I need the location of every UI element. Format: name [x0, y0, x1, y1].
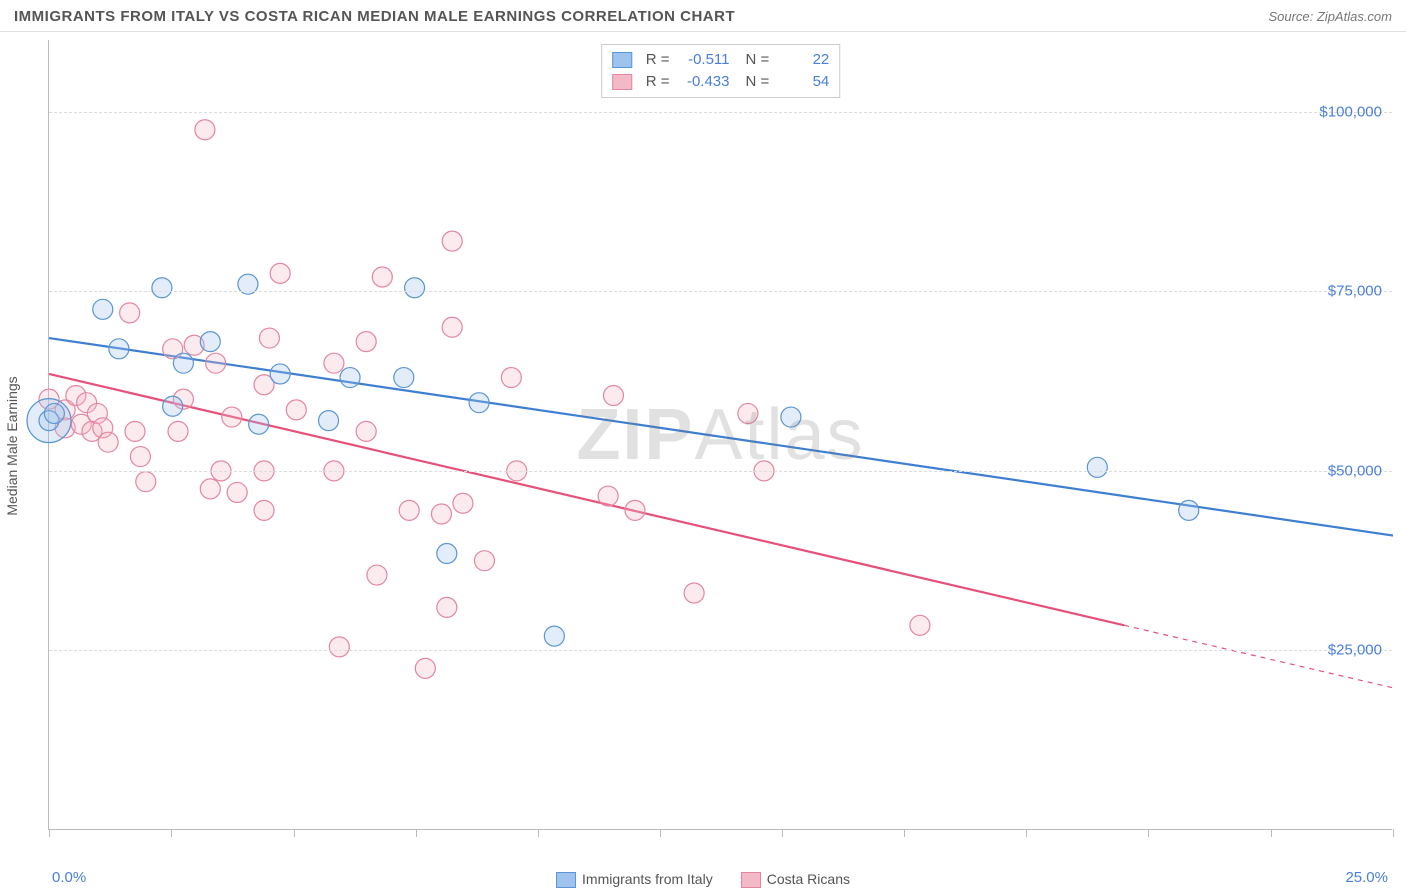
data-point: [474, 551, 494, 571]
data-point: [98, 432, 118, 452]
x-tick: [49, 829, 50, 837]
data-point: [372, 267, 392, 287]
data-point: [501, 368, 521, 388]
data-point: [340, 368, 360, 388]
header-bar: IMMIGRANTS FROM ITALY VS COSTA RICAN MED…: [0, 0, 1406, 32]
data-point: [200, 479, 220, 499]
data-point: [270, 263, 290, 283]
x-tick: [782, 829, 783, 837]
data-point: [270, 364, 290, 384]
data-point: [173, 353, 193, 373]
x-tick: [904, 829, 905, 837]
data-point: [399, 500, 419, 520]
data-point: [544, 626, 564, 646]
data-point: [259, 328, 279, 348]
chart-plot-area: R = -0.511 N = 22 R = -0.433 N = 54 ZIPA…: [48, 40, 1392, 830]
data-point: [437, 544, 457, 564]
x-tick: [1148, 829, 1149, 837]
data-point: [437, 597, 457, 617]
data-point: [286, 400, 306, 420]
data-point: [329, 637, 349, 657]
x-max-label: 25.0%: [1345, 869, 1388, 886]
x-min-label: 0.0%: [52, 869, 86, 886]
y-tick-label: $75,000: [1328, 283, 1382, 300]
data-point: [125, 421, 145, 441]
data-point: [405, 278, 425, 298]
data-point: [44, 403, 64, 423]
data-point: [442, 231, 462, 251]
data-point: [163, 396, 183, 416]
data-point: [136, 472, 156, 492]
gridline: [49, 112, 1392, 113]
source-attribution: Source: ZipAtlas.com: [1268, 9, 1392, 24]
swatch-series-2: [612, 74, 632, 90]
swatch-series-1: [612, 52, 632, 68]
gridline: [49, 650, 1392, 651]
data-point: [130, 447, 150, 467]
data-point: [93, 299, 113, 319]
x-tick: [416, 829, 417, 837]
data-point: [603, 386, 623, 406]
x-tick: [660, 829, 661, 837]
data-point: [254, 500, 274, 520]
data-point: [168, 421, 188, 441]
swatch-series-2-icon: [741, 872, 761, 888]
data-point: [109, 339, 129, 359]
scatter-plot-svg: [49, 40, 1392, 829]
data-point: [367, 565, 387, 585]
stats-row-series-1: R = -0.511 N = 22: [612, 49, 830, 71]
series-legend: Immigrants from Italy Costa Ricans: [556, 871, 850, 888]
data-point: [152, 278, 172, 298]
data-point: [910, 615, 930, 635]
x-tick: [171, 829, 172, 837]
data-point: [356, 421, 376, 441]
data-point: [415, 658, 435, 678]
trend-line: [49, 374, 1124, 625]
data-point: [120, 303, 140, 323]
stats-row-series-2: R = -0.433 N = 54: [612, 71, 830, 93]
data-point: [222, 407, 242, 427]
data-point: [206, 353, 226, 373]
data-point: [598, 486, 618, 506]
data-point: [684, 583, 704, 603]
x-tick: [1393, 829, 1394, 837]
correlation-stats-legend: R = -0.511 N = 22 R = -0.433 N = 54: [601, 44, 841, 98]
legend-item-2: Costa Ricans: [741, 871, 850, 888]
data-point: [227, 482, 247, 502]
gridline: [49, 291, 1392, 292]
legend-item-1: Immigrants from Italy: [556, 871, 713, 888]
data-point: [625, 500, 645, 520]
x-tick: [538, 829, 539, 837]
data-point: [738, 403, 758, 423]
data-point: [249, 414, 269, 434]
swatch-series-1-icon: [556, 872, 576, 888]
y-tick-label: $100,000: [1319, 103, 1382, 120]
chart-title: IMMIGRANTS FROM ITALY VS COSTA RICAN MED…: [14, 8, 735, 25]
data-point: [781, 407, 801, 427]
y-axis-label: Median Male Earnings: [4, 376, 20, 515]
gridline: [49, 471, 1392, 472]
data-point: [324, 353, 344, 373]
x-tick: [1271, 829, 1272, 837]
data-point: [1087, 457, 1107, 477]
data-point: [195, 120, 215, 140]
data-point: [356, 332, 376, 352]
data-point: [200, 332, 220, 352]
data-point: [319, 411, 339, 431]
data-point: [469, 393, 489, 413]
data-point: [442, 317, 462, 337]
x-tick: [1026, 829, 1027, 837]
data-point: [1179, 500, 1199, 520]
data-point: [453, 493, 473, 513]
data-point: [431, 504, 451, 524]
data-point: [394, 368, 414, 388]
x-tick: [294, 829, 295, 837]
y-tick-label: $50,000: [1328, 462, 1382, 479]
y-tick-label: $25,000: [1328, 642, 1382, 659]
